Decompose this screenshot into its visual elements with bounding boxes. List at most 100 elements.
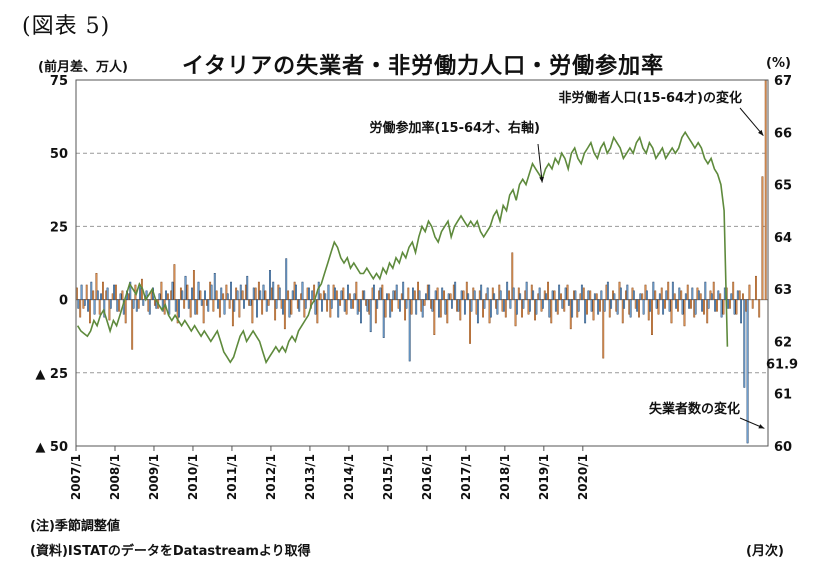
bar-unemployed — [223, 299, 226, 315]
bar-inactive — [433, 299, 436, 335]
bar-inactive — [160, 281, 163, 300]
bar-unemployed — [649, 299, 652, 312]
bar-unemployed — [431, 299, 434, 312]
bar-inactive — [586, 299, 588, 315]
bar-unemployed — [93, 299, 96, 315]
bar-unemployed — [480, 284, 483, 300]
left-axis-unit: (前月差、万人) — [38, 60, 128, 75]
bar-unemployed — [415, 299, 418, 315]
bar-inactive — [410, 299, 413, 315]
bar-unemployed — [161, 299, 164, 312]
bar-unemployed — [626, 284, 629, 300]
bar-inactive — [264, 290, 267, 300]
bar-inactive — [686, 284, 689, 300]
bar-unemployed — [580, 284, 583, 300]
bar-unemployed — [366, 299, 369, 312]
bar-inactive — [670, 299, 673, 324]
bar-unemployed — [90, 281, 93, 300]
bar-inactive — [189, 299, 192, 318]
bar-unemployed — [386, 293, 388, 300]
bar-unemployed — [454, 281, 457, 300]
bar-unemployed — [720, 299, 723, 318]
bar-unemployed — [129, 281, 132, 300]
bar-unemployed — [83, 299, 86, 306]
bar-inactive — [761, 176, 764, 300]
right-tick-label: 67 — [774, 74, 792, 89]
bar-inactive — [667, 281, 670, 300]
bar-unemployed — [252, 287, 255, 300]
bar-unemployed — [249, 299, 252, 306]
bar-unemployed — [288, 299, 291, 318]
bar-unemployed — [467, 293, 470, 300]
bar-unemployed — [311, 290, 314, 300]
bar-unemployed — [226, 293, 229, 300]
grid-lines — [76, 152, 768, 374]
bar-inactive — [654, 290, 657, 300]
bar-unemployed — [502, 299, 505, 312]
bar-unemployed — [243, 299, 245, 309]
bar-inactive — [95, 272, 98, 300]
bar-inactive — [108, 299, 111, 321]
bar-inactive — [192, 270, 195, 300]
bar-unemployed — [360, 299, 362, 324]
bar-inactive — [651, 299, 653, 335]
bar-unemployed — [369, 299, 372, 333]
plot-frame — [75, 79, 769, 447]
bar-unemployed — [272, 281, 275, 300]
x-tick-label: 2014/1 — [342, 454, 356, 500]
bar-inactive — [238, 299, 241, 318]
bar-unemployed — [668, 299, 671, 312]
annotation-inactive: 非労働者人口(15-64才)の変化 — [559, 90, 742, 106]
bar-unemployed — [230, 281, 232, 300]
bar-inactive — [173, 264, 176, 300]
bar-unemployed — [545, 293, 548, 300]
left-tick-label: 50 — [50, 147, 68, 162]
bar-unemployed — [584, 299, 587, 324]
bar-unemployed — [623, 299, 626, 309]
bar-unemployed — [304, 299, 307, 309]
bar-inactive — [319, 293, 322, 300]
bar-inactive — [183, 299, 186, 309]
bar-unemployed — [564, 287, 567, 300]
bar-unemployed — [220, 287, 223, 300]
bar-inactive — [374, 299, 377, 324]
bar-unemployed — [662, 299, 665, 315]
bar-inactive — [342, 287, 345, 300]
bar-unemployed — [100, 293, 102, 300]
bar-unemployed — [392, 290, 395, 300]
bar-unemployed — [421, 299, 424, 318]
bar-inactive — [729, 299, 731, 309]
bar-unemployed — [259, 290, 262, 300]
bar-inactive — [215, 290, 218, 300]
bar-unemployed — [639, 293, 642, 300]
bar-unemployed — [405, 299, 408, 309]
bar-inactive — [92, 290, 95, 300]
bar-inactive — [680, 290, 683, 300]
bar-inactive — [231, 299, 234, 327]
bar-unemployed — [733, 299, 736, 315]
bar-unemployed — [561, 299, 564, 309]
bar-unemployed — [330, 299, 333, 309]
bar-unemployed — [727, 299, 730, 309]
bar-unemployed — [399, 299, 401, 312]
bar-inactive — [465, 281, 468, 300]
bar-inactive — [423, 299, 426, 306]
right-tick-label: 62 — [774, 335, 792, 350]
bar-unemployed — [525, 281, 528, 300]
bar-inactive — [566, 284, 569, 300]
bar-inactive — [267, 299, 270, 306]
right-tick-label: 63 — [774, 283, 792, 298]
bar-unemployed — [603, 299, 606, 312]
bar-unemployed — [538, 287, 541, 300]
bar-inactive — [459, 299, 462, 321]
bar-unemployed — [376, 299, 379, 309]
bar-unemployed — [265, 299, 268, 312]
bar-unemployed — [239, 284, 242, 300]
bar-inactive — [638, 299, 640, 318]
bar-inactive — [508, 290, 510, 300]
bar-unemployed — [688, 299, 691, 309]
bar-unemployed — [642, 299, 645, 315]
bar-unemployed — [658, 293, 661, 300]
x-tick-label: 2017/1 — [459, 454, 473, 500]
bar-unemployed — [701, 299, 704, 312]
